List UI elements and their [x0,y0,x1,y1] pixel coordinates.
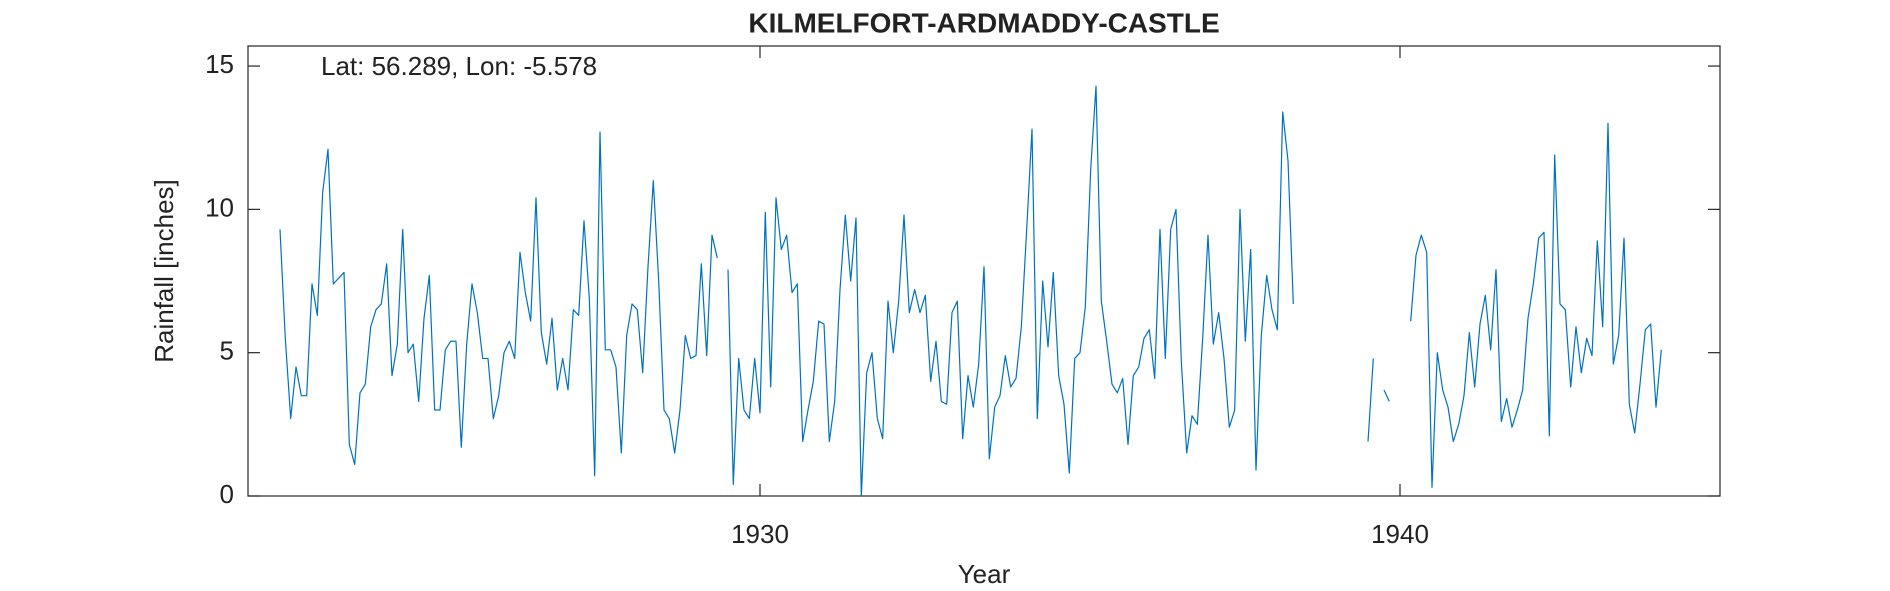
y-tick-label: 0 [220,479,234,509]
rainfall-line [279,85,1662,497]
y-tick-label: 15 [205,49,234,79]
annotation: Lat: 56.289, Lon: -5.578 [321,51,597,81]
y-axis-label: Rainfall [inches] [149,179,179,363]
y-tick-label: 5 [220,336,234,366]
plot-frame [247,45,1721,497]
x-tick-label: 1930 [731,519,789,549]
chart-title: KILMELFORT-ARDMADDY-CASTLE [748,7,1219,38]
x-axis-label: Year [958,559,1011,589]
x-tick-label: 1940 [1371,519,1429,549]
y-tick-label: 10 [205,192,234,222]
